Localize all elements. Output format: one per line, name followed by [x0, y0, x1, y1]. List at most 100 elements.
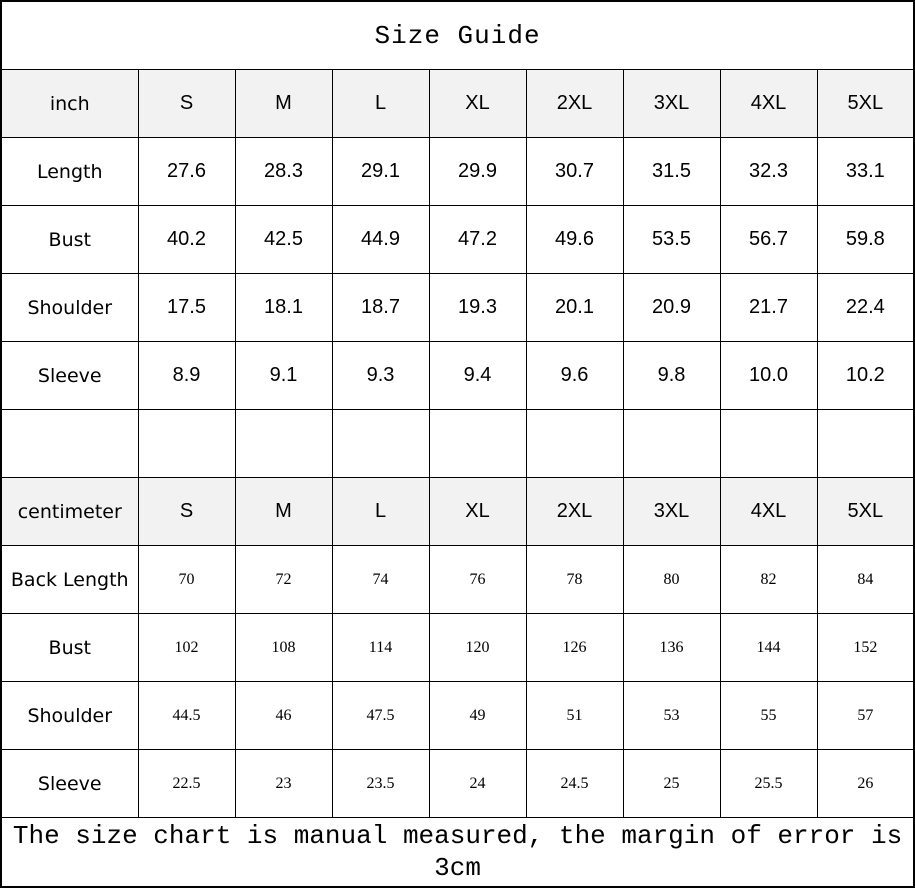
table-row: Shoulder 44.5 46 47.5 49 51 53 55 57	[0, 681, 915, 750]
inch-header-row: inch S M L XL 2XL 3XL 4XL 5XL	[0, 69, 915, 138]
measurement-cell: 56.7	[719, 205, 818, 274]
size-header-5XL: 5XL	[816, 477, 915, 546]
measurement-cell: 18.7	[331, 273, 430, 342]
measurement-cell: 10.2	[816, 341, 915, 410]
measurement-cell: 152	[816, 613, 915, 682]
table-row: Bust 102 108 114 120 126 136 144 152	[0, 613, 915, 682]
measurement-cell: 126	[525, 613, 624, 682]
measurement-cell: 10.0	[719, 341, 818, 410]
measurement-cell: 59.8	[816, 205, 915, 274]
table-row: Bust 40.2 42.5 44.9 47.2 49.6 53.5 56.7 59.8	[0, 205, 915, 274]
row-label: Shoulder	[0, 681, 139, 750]
empty-cell	[331, 409, 430, 478]
measurement-cell: 32.3	[719, 137, 818, 206]
size-header-3XL: 3XL	[622, 477, 721, 546]
empty-cell	[428, 409, 527, 478]
row-label: Length	[0, 137, 139, 206]
measurement-cell: 29.9	[428, 137, 527, 206]
measurement-cell: 49.6	[525, 205, 624, 274]
measurement-cell: 47.5	[331, 681, 430, 750]
measurement-cell: 108	[234, 613, 333, 682]
size-header-L: L	[331, 69, 430, 138]
row-label: Bust	[0, 205, 139, 274]
measurement-cell: 55	[719, 681, 818, 750]
measurement-cell: 24.5	[525, 749, 624, 818]
size-header-2XL: 2XL	[525, 477, 624, 546]
measurement-cell: 76	[428, 545, 527, 614]
size-header-4XL: 4XL	[719, 477, 818, 546]
row-label: Sleeve	[0, 341, 139, 410]
measurement-cell: 46	[234, 681, 333, 750]
measurement-cell: 78	[525, 545, 624, 614]
measurement-cell: 22.4	[816, 273, 915, 342]
measurement-cell: 9.6	[525, 341, 624, 410]
measurement-cell: 23.5	[331, 749, 430, 818]
size-header-L: L	[331, 477, 430, 546]
measurement-cell: 53	[622, 681, 721, 750]
measurement-cell: 9.8	[622, 341, 721, 410]
size-header-M: M	[234, 69, 333, 138]
measurement-cell: 9.3	[331, 341, 430, 410]
measurement-cell: 57	[816, 681, 915, 750]
measurement-cell: 17.5	[137, 273, 236, 342]
measurement-cell: 19.3	[428, 273, 527, 342]
size-header-M: M	[234, 477, 333, 546]
spacer-row	[0, 409, 915, 478]
size-header-5XL: 5XL	[816, 69, 915, 138]
measurement-cell: 23	[234, 749, 333, 818]
measurement-cell: 80	[622, 545, 721, 614]
measurement-cell: 44.9	[331, 205, 430, 274]
measurement-cell: 21.7	[719, 273, 818, 342]
measurement-cell: 25.5	[719, 749, 818, 818]
table-row: Sleeve 8.9 9.1 9.3 9.4 9.6 9.8 10.0 10.2	[0, 341, 915, 410]
size-header-S: S	[137, 69, 236, 138]
unit-label: inch	[0, 69, 139, 138]
measurement-cell: 26	[816, 749, 915, 818]
measurement-cell: 22.5	[137, 749, 236, 818]
empty-cell	[0, 409, 139, 478]
size-header-3XL: 3XL	[622, 69, 721, 138]
empty-cell	[622, 409, 721, 478]
table-row: Shoulder 17.5 18.1 18.7 19.3 20.1 20.9 21.7 22.4	[0, 273, 915, 342]
note-row: The size chart is manual measured, the m…	[0, 817, 915, 888]
size-header-XL: XL	[428, 69, 527, 138]
measurement-cell: 24	[428, 749, 527, 818]
measurement-cell: 30.7	[525, 137, 624, 206]
measurement-cell: 74	[331, 545, 430, 614]
measurement-cell: 40.2	[137, 205, 236, 274]
measurement-cell: 29.1	[331, 137, 430, 206]
table-row: Back Length 70 72 74 76 78 80 82 84	[0, 545, 915, 614]
measurement-cell: 20.1	[525, 273, 624, 342]
empty-cell	[137, 409, 236, 478]
empty-cell	[816, 409, 915, 478]
measurement-cell: 84	[816, 545, 915, 614]
measurement-cell: 144	[719, 613, 818, 682]
measurement-cell: 51	[525, 681, 624, 750]
measurement-cell: 53.5	[622, 205, 721, 274]
row-label: Shoulder	[0, 273, 139, 342]
measurement-cell: 70	[137, 545, 236, 614]
measurement-cell: 102	[137, 613, 236, 682]
unit-label: centimeter	[0, 477, 139, 546]
measurement-cell: 18.1	[234, 273, 333, 342]
page-title: Size Guide	[0, 0, 915, 70]
measurement-cell: 42.5	[234, 205, 333, 274]
measurement-cell: 33.1	[816, 137, 915, 206]
centimeter-header-row: centimeter S M L XL 2XL 3XL 4XL 5XL	[0, 477, 915, 546]
empty-cell	[719, 409, 818, 478]
row-label: Sleeve	[0, 749, 139, 818]
measurement-cell: 31.5	[622, 137, 721, 206]
empty-cell	[525, 409, 624, 478]
measurement-cell: 114	[331, 613, 430, 682]
measurement-cell: 25	[622, 749, 721, 818]
measurement-cell: 28.3	[234, 137, 333, 206]
measurement-cell: 9.1	[234, 341, 333, 410]
measurement-cell: 44.5	[137, 681, 236, 750]
title-row: Size Guide	[0, 0, 915, 70]
row-label: Back Length	[0, 545, 139, 614]
size-header-2XL: 2XL	[525, 69, 624, 138]
measurement-cell: 27.6	[137, 137, 236, 206]
measurement-note: The size chart is manual measured, the m…	[0, 817, 915, 888]
measurement-cell: 82	[719, 545, 818, 614]
